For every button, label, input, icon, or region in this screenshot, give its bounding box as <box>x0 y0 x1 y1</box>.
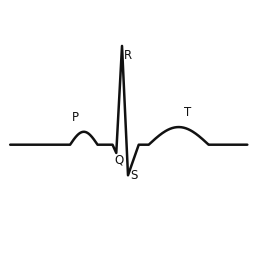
Text: P: P <box>72 111 79 124</box>
Text: Q: Q <box>114 153 124 167</box>
Text: S: S <box>130 169 138 182</box>
Text: T: T <box>184 106 191 120</box>
Text: R: R <box>124 49 132 62</box>
